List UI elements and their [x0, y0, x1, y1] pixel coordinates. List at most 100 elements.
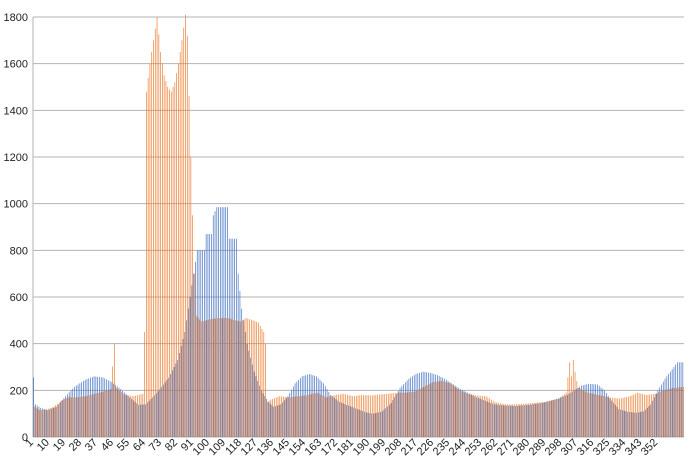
bar-orange [434, 381, 435, 437]
bar-orange [507, 404, 508, 437]
bar-orange [256, 321, 257, 437]
bar-blue [383, 409, 385, 437]
bar-orange [628, 396, 629, 437]
bar-blue [604, 390, 605, 437]
bar-orange [250, 319, 252, 437]
bar-orange [105, 390, 106, 437]
bar-blue [579, 386, 580, 437]
bar-blue [529, 404, 531, 437]
bar-blue [67, 394, 68, 437]
bar-orange [281, 396, 282, 437]
bar-orange [284, 396, 286, 437]
bar-blue [533, 404, 534, 437]
bar-blue [531, 404, 532, 437]
bar-orange [398, 392, 400, 437]
bar-orange [435, 381, 437, 437]
bar-orange [512, 404, 514, 437]
bar-orange [644, 394, 645, 437]
bar-orange [480, 395, 482, 437]
bar-orange [560, 397, 562, 437]
bar-blue [410, 377, 412, 437]
bar-blue [570, 392, 572, 437]
bar-blue [65, 396, 66, 437]
bar-blue [652, 400, 653, 437]
bar-orange [39, 410, 40, 437]
bar-orange [304, 395, 306, 437]
bar-orange [549, 400, 551, 437]
bar-orange [551, 400, 553, 437]
bar-orange [192, 215, 193, 437]
bar-blue [497, 404, 499, 437]
bar-blue [268, 402, 269, 437]
bar-blue [502, 405, 504, 437]
bar-orange [295, 396, 297, 437]
bar-orange [679, 387, 681, 437]
bar-orange [229, 318, 231, 437]
bar-orange [224, 318, 225, 437]
bar-blue [148, 400, 150, 437]
bar-blue [540, 403, 541, 437]
bar-blue [300, 378, 301, 437]
bar-orange [580, 388, 581, 437]
bar-orange [508, 404, 510, 437]
bar-blue [351, 406, 353, 437]
bar-blue [426, 372, 428, 437]
bar-orange [603, 396, 604, 437]
bar-blue [68, 392, 70, 437]
bar-blue [143, 404, 145, 437]
bar-orange [44, 409, 46, 437]
bar-blue [349, 406, 351, 437]
bar-blue [467, 392, 468, 437]
bar-orange [526, 403, 528, 437]
bar-blue [241, 308, 243, 437]
bar-blue [195, 262, 196, 437]
bar-orange [51, 407, 53, 437]
bar-orange [651, 394, 652, 437]
bar-blue [435, 374, 436, 437]
bar-blue [243, 320, 244, 437]
bar-blue [582, 385, 584, 437]
bar-orange [208, 319, 209, 437]
bar-blue [554, 399, 556, 437]
bar-blue [449, 382, 451, 437]
bar-blue [40, 407, 42, 437]
bar-blue [168, 377, 170, 437]
bar-orange [126, 395, 128, 437]
bar-orange [128, 395, 129, 437]
bar-orange [55, 405, 56, 437]
bar-orange [475, 395, 476, 437]
bar-blue [131, 398, 132, 437]
bar-blue [54, 407, 56, 437]
bar-orange [194, 273, 195, 437]
bar-orange [546, 401, 547, 437]
bar-blue [221, 207, 223, 437]
bar-orange [425, 385, 426, 437]
bar-orange [521, 403, 523, 437]
bar-blue [659, 387, 661, 437]
bar-blue [525, 405, 527, 437]
bar-orange [524, 403, 526, 437]
bar-orange [318, 393, 320, 437]
bar-blue [97, 376, 98, 437]
bar-orange [565, 392, 567, 437]
bar-blue [472, 395, 474, 437]
bar-orange [266, 402, 268, 437]
bar-blue [285, 398, 287, 437]
bar-orange [338, 394, 339, 437]
bar-orange [556, 398, 558, 437]
bar-orange [364, 395, 366, 437]
bar-blue [499, 404, 500, 437]
bar-orange [485, 396, 487, 437]
bar-blue [353, 407, 355, 437]
bar-blue [59, 402, 61, 437]
bar-blue [156, 393, 157, 437]
bar-blue [627, 411, 629, 437]
bar-blue [266, 399, 267, 437]
bar-blue [620, 409, 621, 437]
bar-blue [253, 371, 255, 437]
bar-orange [444, 381, 446, 437]
bar-orange [482, 395, 483, 437]
bar-orange [101, 391, 103, 437]
bar-orange [562, 395, 563, 437]
bar-orange [293, 396, 295, 437]
